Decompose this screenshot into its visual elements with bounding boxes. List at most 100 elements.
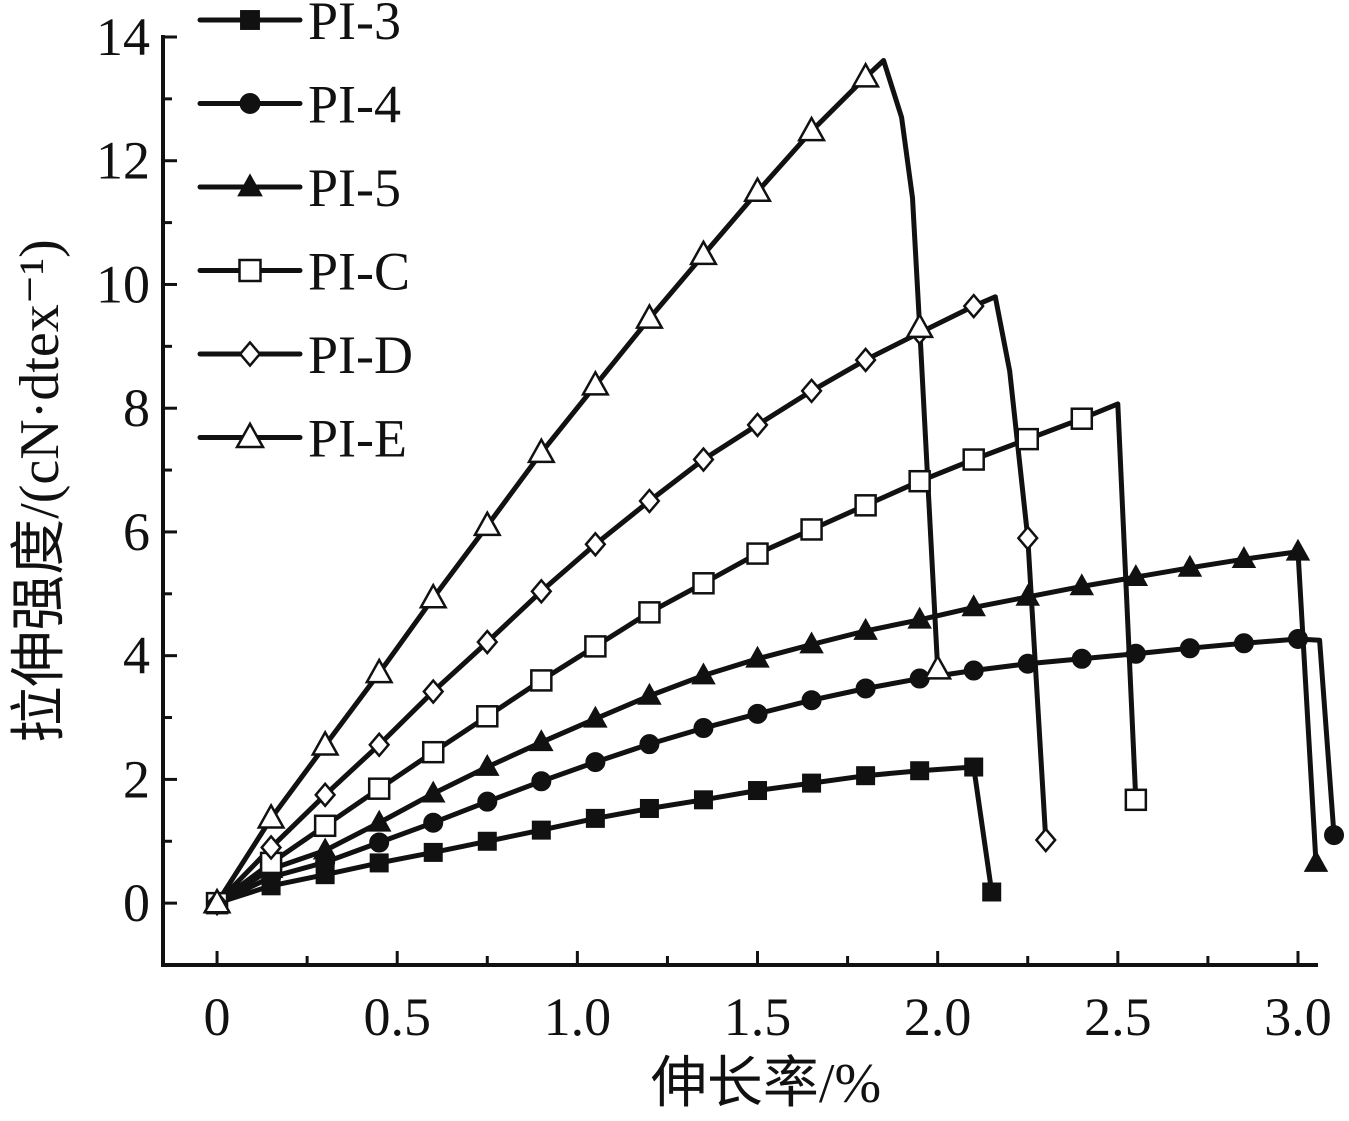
- axes: [161, 35, 1318, 967]
- data-point-pi-c: [584, 635, 607, 658]
- x-tick-label: 3.0: [1264, 987, 1332, 1047]
- data-point-pi-e: [256, 802, 286, 829]
- data-point-pi-5: [1285, 538, 1311, 561]
- legend-label: PI-3: [308, 0, 401, 51]
- data-point-pi-5: [691, 662, 716, 685]
- data-point-pi-d: [530, 578, 553, 605]
- data-point-pi-c: [854, 494, 877, 517]
- data-point-pi-5: [745, 645, 770, 668]
- legend-item-pi-d: PI-D: [197, 325, 413, 385]
- data-point-pi-4: [477, 791, 498, 812]
- data-point-pi-c: [1016, 427, 1039, 451]
- data-point-pi-e: [310, 729, 340, 756]
- series-line-pi-3: [214, 764, 995, 906]
- ticks: 0 0.5 1.0 1.5 2.0 2.5 3.0 0 2 4 6 8 10 12 14: [96, 7, 1332, 1047]
- data-point-pi-3: [693, 790, 713, 810]
- data-point-pi-5: [637, 682, 662, 705]
- data-point-pi-d: [476, 629, 499, 655]
- data-point-pi-c: [421, 740, 445, 764]
- legend-marker: [240, 10, 260, 30]
- legend-label: PI-4: [308, 75, 401, 135]
- data-point-pi-5: [420, 780, 446, 803]
- legend-label: PI-5: [308, 158, 401, 218]
- legend-label: PI-D: [308, 325, 413, 385]
- data-point-pi-4: [369, 832, 390, 853]
- data-point-pi-e: [851, 61, 881, 88]
- data-point-pi-d: [962, 293, 985, 320]
- data-point-pi-e: [580, 369, 610, 396]
- data-point-pi-5: [961, 594, 986, 617]
- data-point-pi-4: [639, 734, 660, 755]
- data-point-pi-3: [748, 781, 768, 801]
- data-point-pi-e: [202, 887, 232, 914]
- x-tick-label: 0.5: [363, 987, 431, 1047]
- y-tick-label: 2: [123, 749, 150, 809]
- data-point-pi-d: [368, 731, 391, 758]
- data-point-pi-4: [747, 703, 768, 724]
- data-point-pi-5: [1231, 546, 1257, 569]
- data-point-pi-d: [638, 488, 661, 514]
- data-point-pi-c: [530, 669, 553, 692]
- y-axis-title: 拉伸强度/(cN·dtex⁻¹): [9, 239, 71, 743]
- x-axis-title: 伸长率/%: [651, 1053, 881, 1115]
- data-point-pi-4: [1287, 628, 1308, 649]
- data-point-pi-5: [312, 837, 338, 860]
- y-tick-label: 10: [96, 254, 150, 314]
- data-point-pi-d: [422, 678, 445, 705]
- y-tick-label: 4: [123, 626, 150, 686]
- data-point-pi-c: [367, 777, 391, 800]
- data-point-pi-4: [693, 718, 714, 739]
- data-point-pi-5: [1303, 849, 1329, 872]
- data-point-pi-4: [423, 812, 444, 833]
- data-points: [202, 61, 1345, 917]
- legend-item-pi-4: PI-4: [197, 75, 401, 135]
- data-point-pi-e: [364, 657, 394, 684]
- data-point-pi-3: [639, 798, 659, 818]
- data-point-pi-c: [313, 814, 337, 838]
- legend-marker: [237, 173, 263, 197]
- data-point-pi-5: [529, 729, 554, 752]
- data-point-pi-4: [801, 690, 822, 711]
- data-point-pi-e: [923, 653, 953, 680]
- data-point-pi-e: [418, 582, 448, 609]
- data-point-pi-c: [746, 542, 769, 565]
- data-point-pi-5: [1015, 583, 1041, 606]
- data-point-pi-4: [1125, 643, 1146, 664]
- data-point-pi-d: [692, 446, 715, 473]
- data-point-pi-4: [1071, 648, 1092, 669]
- legend-item-pi-5: PI-5: [197, 158, 401, 218]
- y-tick-label: 8: [123, 378, 150, 438]
- data-point-pi-4: [963, 660, 984, 681]
- data-point-pi-5: [583, 705, 608, 728]
- data-point-pi-3: [802, 773, 822, 793]
- data-point-pi-e: [905, 312, 935, 339]
- legend-item-pi-c: PI-C: [197, 242, 410, 302]
- y-tick-label: 12: [96, 131, 150, 191]
- legend-marker: [238, 340, 262, 368]
- data-point-pi-3: [982, 882, 1002, 902]
- data-point-pi-c: [476, 705, 499, 728]
- data-points-pi-4: [207, 628, 1345, 914]
- series-line-pi-e: [214, 58, 941, 906]
- data-point-pi-3: [477, 831, 497, 851]
- data-point-pi-5: [1177, 554, 1203, 577]
- legend-marker: [238, 258, 262, 283]
- x-tick-label: 2.5: [1084, 987, 1152, 1047]
- data-point-pi-c: [800, 518, 823, 541]
- legend-label: PI-C: [308, 242, 410, 302]
- data-point-pi-3: [531, 820, 551, 840]
- data-points-pi-e: [202, 61, 953, 914]
- data-point-pi-4: [1017, 653, 1038, 674]
- data-point-pi-5: [853, 617, 878, 640]
- data-point-pi-d: [1034, 827, 1057, 853]
- data-point-pi-e: [797, 115, 827, 142]
- data-point-pi-3: [423, 842, 443, 862]
- data-point-pi-3: [910, 761, 930, 781]
- data-point-pi-4: [1233, 633, 1254, 654]
- data-point-pi-5: [799, 631, 824, 654]
- data-point-pi-c: [908, 469, 931, 493]
- data-point-pi-d: [584, 531, 607, 558]
- data-point-pi-e: [743, 176, 772, 203]
- data-point-pi-c: [1124, 788, 1148, 812]
